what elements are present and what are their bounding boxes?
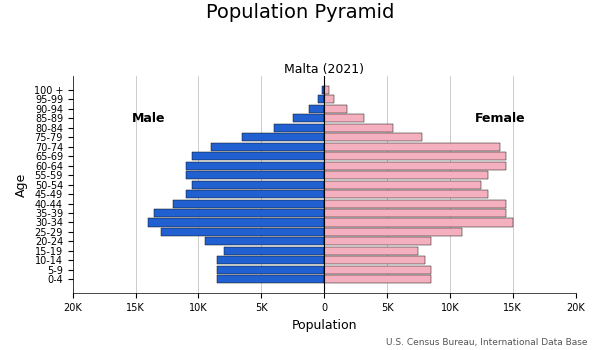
Text: Population Pyramid: Population Pyramid — [206, 4, 394, 22]
Bar — [173, 199, 324, 208]
Bar — [324, 228, 463, 236]
Bar — [324, 105, 347, 113]
Y-axis label: Age: Age — [15, 173, 28, 197]
Bar — [192, 181, 324, 189]
Bar — [324, 209, 506, 217]
Bar — [324, 124, 394, 132]
Bar — [274, 124, 324, 132]
Text: U.S. Census Bureau, International Data Base: U.S. Census Bureau, International Data B… — [386, 337, 588, 346]
Bar — [186, 162, 324, 170]
Bar — [224, 247, 324, 255]
Bar — [217, 275, 324, 284]
Bar — [205, 237, 324, 245]
Bar — [324, 114, 364, 122]
Bar — [324, 190, 488, 198]
Bar — [324, 86, 329, 94]
Bar — [154, 209, 324, 217]
X-axis label: Population: Population — [292, 318, 357, 331]
Bar — [324, 181, 481, 189]
Bar — [324, 218, 513, 226]
Bar — [242, 133, 324, 141]
Bar — [324, 247, 418, 255]
Bar — [309, 105, 324, 113]
Bar — [324, 133, 422, 141]
Bar — [211, 143, 324, 151]
Bar — [293, 114, 324, 122]
Bar — [324, 162, 506, 170]
Bar — [324, 152, 506, 160]
Bar — [217, 256, 324, 264]
Bar — [324, 266, 431, 274]
Bar — [161, 228, 324, 236]
Bar — [322, 86, 324, 94]
Bar — [186, 190, 324, 198]
Bar — [324, 275, 431, 284]
Bar — [324, 256, 425, 264]
Text: Male: Male — [131, 112, 165, 125]
Bar — [318, 95, 324, 103]
Bar — [148, 218, 324, 226]
Bar — [324, 237, 431, 245]
Bar — [324, 95, 334, 103]
Bar — [192, 152, 324, 160]
Bar — [324, 143, 500, 151]
Bar — [324, 171, 488, 179]
Text: Female: Female — [475, 112, 526, 125]
Title: Malta (2021): Malta (2021) — [284, 63, 364, 76]
Bar — [186, 171, 324, 179]
Bar — [217, 266, 324, 274]
Bar — [324, 199, 506, 208]
